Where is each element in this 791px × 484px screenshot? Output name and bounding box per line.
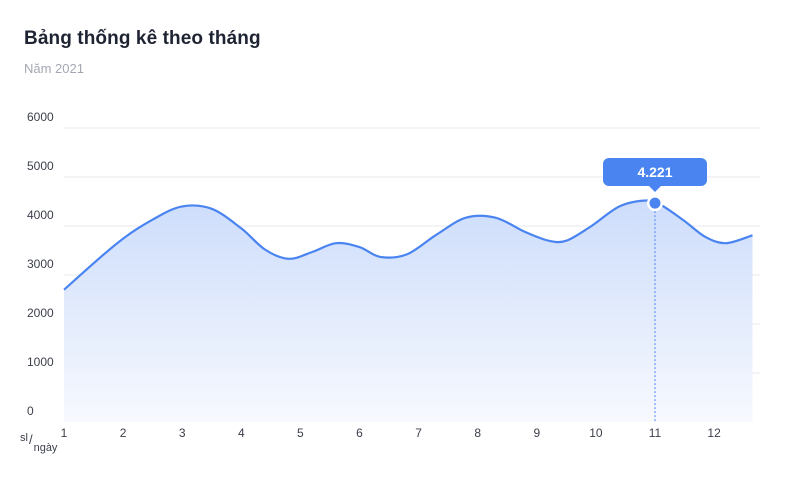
x-tick-label: 6 — [356, 426, 363, 440]
x-tick-label: 5 — [297, 426, 304, 440]
axis-unit-denominator: ngày — [33, 442, 58, 454]
y-tick-label: 2000 — [27, 306, 54, 320]
x-tick-label: 10 — [589, 426, 603, 440]
axis-unit-label: sl/ngày — [20, 429, 57, 454]
y-tick-label: 5000 — [27, 159, 54, 173]
chart-title: Bảng thống kê theo tháng — [24, 28, 261, 49]
y-tick-label: 1000 — [27, 355, 54, 369]
y-tick-label: 6000 — [27, 110, 54, 124]
x-tick-label: 4 — [238, 426, 245, 440]
x-tick-label: 12 — [707, 426, 721, 440]
x-tick-label: 9 — [533, 426, 540, 440]
x-tick-label: 7 — [415, 426, 422, 440]
axis-unit-numerator: sl — [20, 432, 28, 444]
value-tooltip: 4.221 — [603, 158, 707, 193]
highlight-point — [649, 197, 661, 209]
chart-subtitle: Năm 2021 — [24, 61, 84, 76]
y-tick-label: 3000 — [27, 257, 54, 271]
x-tick-label: 11 — [649, 426, 662, 440]
y-tick-label: 0 — [27, 404, 34, 418]
x-tick-label: 1 — [61, 426, 68, 440]
axis-unit-separator: / — [28, 432, 33, 447]
x-tick-label: 2 — [120, 426, 127, 440]
series-area-fill — [64, 200, 753, 422]
y-tick-label: 4000 — [27, 208, 54, 222]
tooltip-value: 4.221 — [637, 164, 673, 181]
x-tick-label: 8 — [474, 426, 481, 440]
x-tick-label: 3 — [179, 426, 186, 440]
